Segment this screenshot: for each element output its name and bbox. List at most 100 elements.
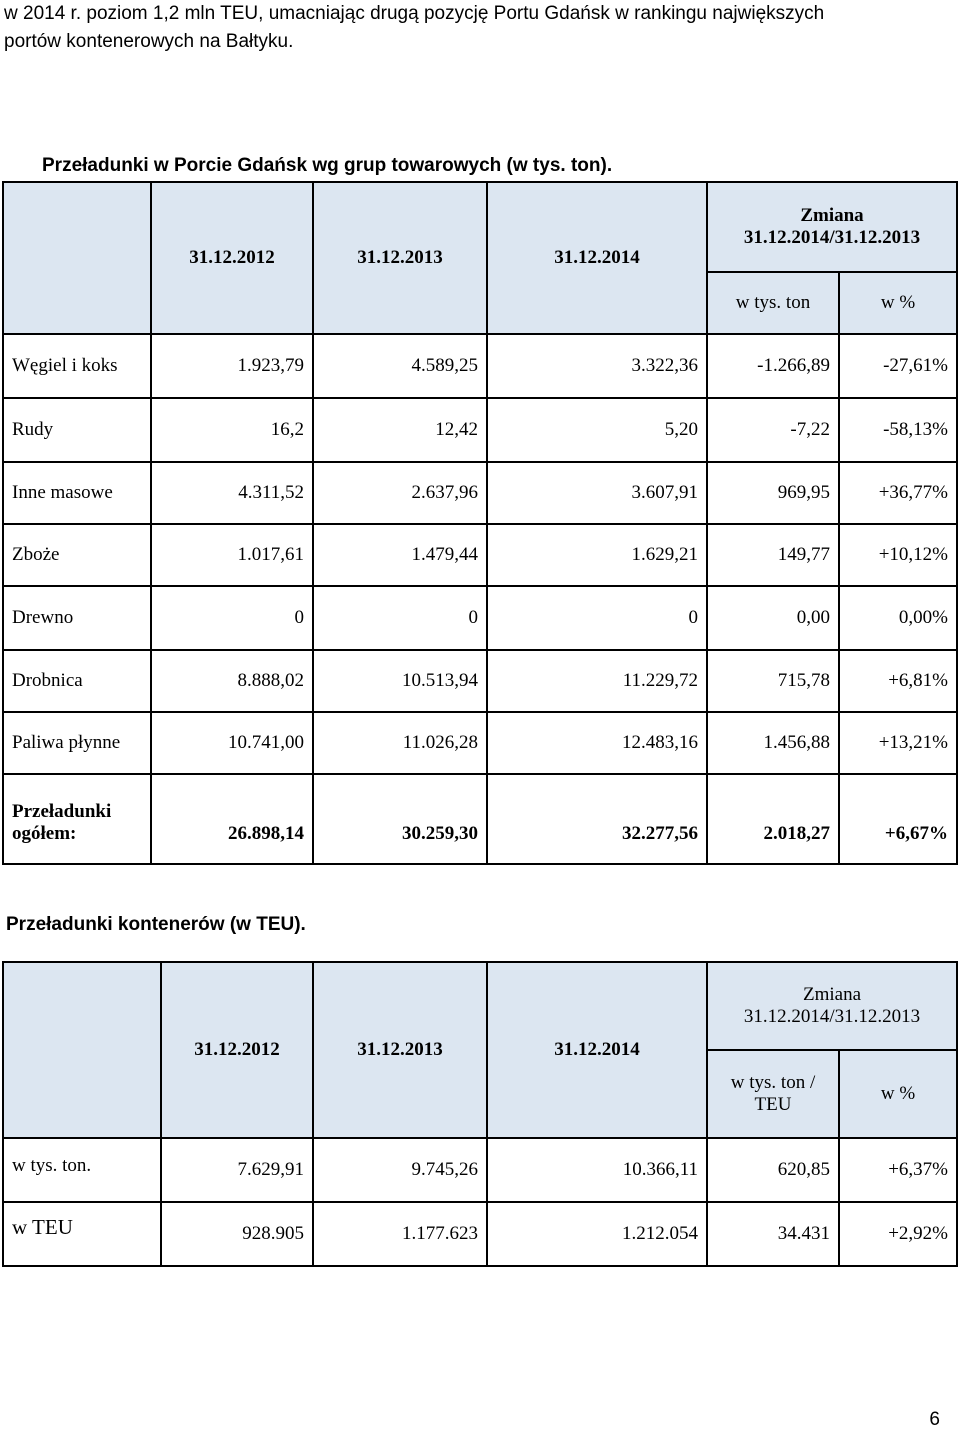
- cell-2014: 5,20: [486, 397, 708, 463]
- row-label: w TEU: [2, 1201, 162, 1267]
- row-label: Inne masowe: [2, 461, 152, 525]
- cell-change-pct: 0,00%: [838, 585, 958, 651]
- cell-change-pct: +6,81%: [838, 649, 958, 713]
- table-header-row: 31.12.2012 31.12.2013 31.12.2014 Zmiana …: [2, 961, 958, 1139]
- table2-title: Przeładunki kontenerów (w TEU).: [6, 914, 306, 935]
- row-label: Drewno: [2, 585, 152, 651]
- container-table: 31.12.2012 31.12.2013 31.12.2014 Zmiana …: [2, 961, 958, 1267]
- header-corner-cell: [2, 961, 162, 1139]
- table-row: Zboże 1.017,61 1.479,44 1.629,21 149,77 …: [2, 523, 958, 587]
- header-change: Zmiana 31.12.2014/31.12.2013: [706, 961, 958, 1051]
- row-label: Paliwa płynne: [2, 711, 152, 775]
- cell-2012: 7.629,91: [160, 1137, 314, 1203]
- cell-2014: 3.322,36: [486, 333, 708, 399]
- cell-2013: 2.637,96: [312, 461, 488, 525]
- table-row: Rudy 16,2 12,42 5,20 -7,22 -58,13%: [2, 397, 958, 463]
- header-2012: 31.12.2012: [150, 181, 314, 335]
- header-change-title: Zmiana: [802, 984, 862, 1005]
- cell-change-pct: -27,61%: [838, 333, 958, 399]
- cell-change-pct: +10,12%: [838, 523, 958, 587]
- table-row: w TEU 928.905 1.177.623 1.212.054 34.431…: [2, 1201, 958, 1267]
- total-label-line1: Przeładunki: [12, 801, 112, 822]
- cell-2014: 1.629,21: [486, 523, 708, 587]
- table-header-row: 31.12.2012 31.12.2013 31.12.2014 Zmiana …: [2, 181, 958, 335]
- cell-change-abs: 620,85: [706, 1137, 840, 1203]
- cell-2012: 0: [150, 585, 314, 651]
- cell-2012: 1.923,79: [150, 333, 314, 399]
- total-change-abs: 2.018,27: [706, 773, 840, 865]
- total-label: Przeładunki ogółem:: [2, 773, 152, 865]
- header-change-period: 31.12.2014/31.12.2013: [743, 1006, 921, 1027]
- intro-line-2: portów kontenerowych na Bałtyku.: [4, 31, 294, 52]
- total-label-line2: ogółem:: [12, 823, 77, 844]
- row-label: Węgiel i koks: [2, 333, 152, 399]
- page-number: 6: [929, 1409, 940, 1430]
- cell-change-abs: -7,22: [706, 397, 840, 463]
- cell-change-pct: +6,37%: [838, 1137, 958, 1203]
- cell-change-pct: +36,77%: [838, 461, 958, 525]
- cell-change-pct: +13,21%: [838, 711, 958, 775]
- cell-change-abs: 34.431: [706, 1201, 840, 1267]
- cell-change-abs: 0,00: [706, 585, 840, 651]
- table-subheader-row: w tys. ton w %: [3, 271, 958, 335]
- cell-2012: 4.311,52: [150, 461, 314, 525]
- header-2013: 31.12.2013: [312, 961, 488, 1139]
- cell-2014: 12.483,16: [486, 711, 708, 775]
- table-row: Drewno 0 0 0 0,00 0,00%: [2, 585, 958, 651]
- cell-2012: 928.905: [160, 1201, 314, 1267]
- cell-change-pct: -58,13%: [838, 397, 958, 463]
- cell-2014: 10.366,11: [486, 1137, 708, 1203]
- table-row: Paliwa płynne 10.741,00 11.026,28 12.483…: [2, 711, 958, 775]
- table-row: Węgiel i koks 1.923,79 4.589,25 3.322,36…: [2, 333, 958, 399]
- row-label: Rudy: [2, 397, 152, 463]
- cell-2014: 0: [486, 585, 708, 651]
- cell-2013: 1.177.623: [312, 1201, 488, 1267]
- header-change-title: Zmiana: [800, 205, 864, 226]
- cell-change-abs: -1.266,89: [706, 333, 840, 399]
- header-unit-pct: w %: [838, 1049, 958, 1139]
- row-label: Drobnica: [2, 649, 152, 713]
- cell-2014: 1.212.054: [486, 1201, 708, 1267]
- header-2013: 31.12.2013: [312, 181, 488, 335]
- table1-title: Przeładunki w Porcie Gdańsk wg grup towa…: [42, 155, 613, 176]
- row-label: w tys. ton.: [2, 1137, 162, 1203]
- total-2012: 26.898,14: [150, 773, 314, 865]
- intro-line-1: w 2014 r. poziom 1,2 mln TEU, umacniając…: [4, 3, 825, 24]
- cell-2014: 3.607,91: [486, 461, 708, 525]
- cell-change-abs: 149,77: [706, 523, 840, 587]
- table-row: Inne masowe 4.311,52 2.637,96 3.607,91 9…: [2, 461, 958, 525]
- header-unit-abs: w tys. ton / TEU: [706, 1049, 840, 1139]
- header-unit-pct: w %: [838, 271, 958, 335]
- header-corner-cell: [2, 181, 152, 335]
- cell-2013: 11.026,28: [312, 711, 488, 775]
- cell-2013: 9.745,26: [312, 1137, 488, 1203]
- table-subheader-row: w tys. ton / TEU w %: [3, 1049, 958, 1139]
- table-row: Drobnica 8.888,02 10.513,94 11.229,72 71…: [2, 649, 958, 713]
- cell-2013: 0: [312, 585, 488, 651]
- header-2014: 31.12.2014: [486, 961, 708, 1139]
- cell-2013: 10.513,94: [312, 649, 488, 713]
- intro-paragraph: w 2014 r. poziom 1,2 mln TEU, umacniając…: [4, 0, 954, 56]
- header-unit-abs-line1: w tys. ton /: [730, 1072, 816, 1093]
- total-2014: 32.277,56: [486, 773, 708, 865]
- cell-change-abs: 1.456,88: [706, 711, 840, 775]
- total-2013: 30.259,30: [312, 773, 488, 865]
- total-change-pct: +6,67%: [838, 773, 958, 865]
- cell-2013: 12,42: [312, 397, 488, 463]
- cell-2012: 10.741,00: [150, 711, 314, 775]
- cell-change-abs: 715,78: [706, 649, 840, 713]
- cell-change-pct: +2,92%: [838, 1201, 958, 1267]
- cell-2013: 4.589,25: [312, 333, 488, 399]
- cell-2013: 1.479,44: [312, 523, 488, 587]
- cell-2012: 16,2: [150, 397, 314, 463]
- cargo-groups-table: 31.12.2012 31.12.2013 31.12.2014 Zmiana …: [2, 181, 958, 865]
- row-label: Zboże: [2, 523, 152, 587]
- header-2012: 31.12.2012: [160, 961, 314, 1139]
- header-2014: 31.12.2014: [486, 181, 708, 335]
- cell-2012: 1.017,61: [150, 523, 314, 587]
- cell-change-abs: 969,95: [706, 461, 840, 525]
- header-change: Zmiana 31.12.2014/31.12.2013: [706, 181, 958, 273]
- header-change-period: 31.12.2014/31.12.2013: [743, 227, 921, 248]
- header-unit-abs: w tys. ton: [706, 271, 840, 335]
- header-unit-abs-line2: TEU: [754, 1094, 792, 1115]
